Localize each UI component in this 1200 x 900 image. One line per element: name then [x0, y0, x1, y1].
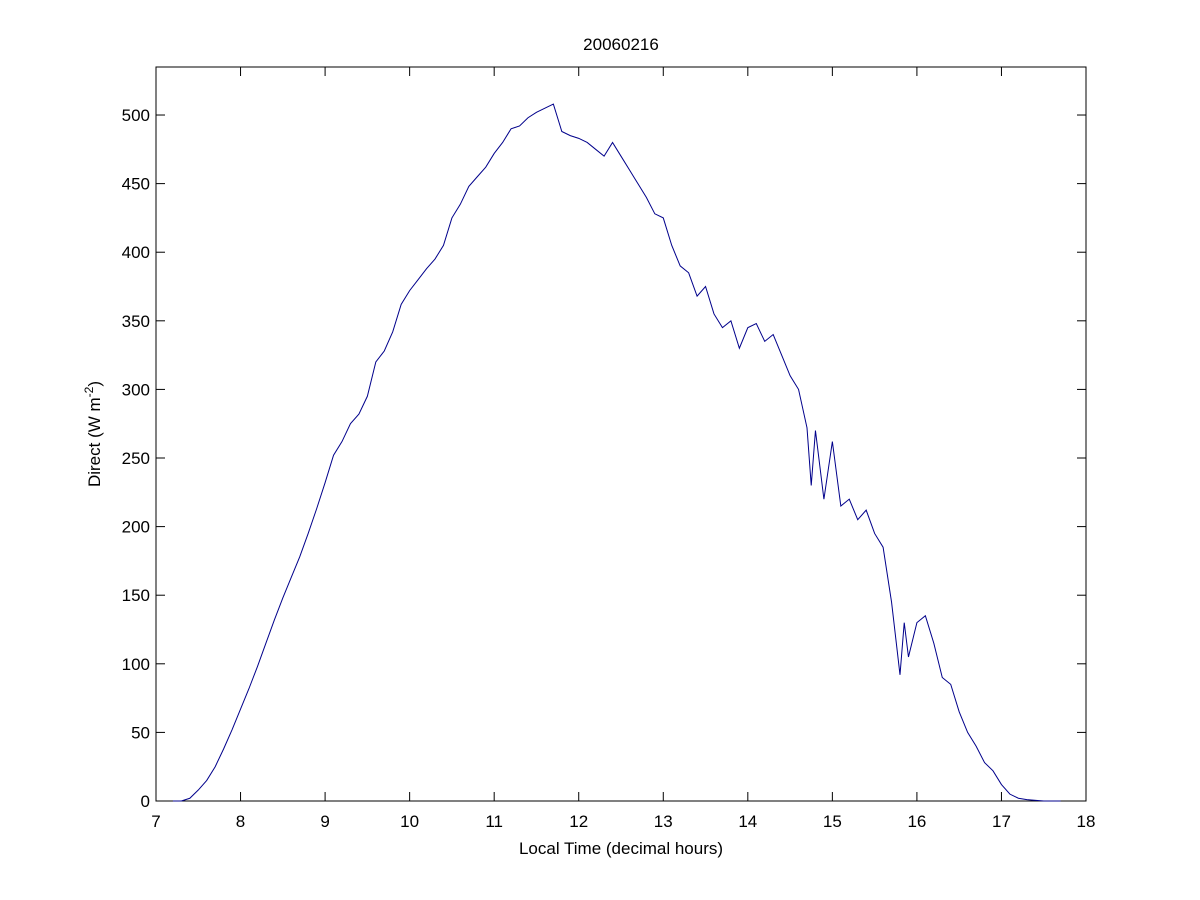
y-tick-label: 400 — [122, 243, 150, 262]
y-tick-label: 300 — [122, 380, 150, 399]
x-tick-label: 13 — [654, 812, 673, 831]
x-tick-label: 16 — [907, 812, 926, 831]
x-tick-label: 9 — [320, 812, 329, 831]
x-tick-label: 15 — [823, 812, 842, 831]
x-tick-label: 8 — [236, 812, 245, 831]
x-tick-label: 7 — [151, 812, 160, 831]
y-tick-label: 50 — [131, 723, 150, 742]
y-axis-label: Direct (W m-2) — [82, 381, 104, 487]
plot-area — [155, 66, 1087, 802]
y-tick-label: 150 — [122, 586, 150, 605]
x-axis-label: Local Time (decimal hours) — [519, 839, 723, 858]
chart-title: 20060216 — [583, 35, 659, 54]
x-tick-label: 18 — [1077, 812, 1096, 831]
y-tick-label: 350 — [122, 312, 150, 331]
y-tick-label: 0 — [141, 792, 150, 811]
y-tick-label: 450 — [122, 175, 150, 194]
y-label-sup: -2 — [82, 386, 96, 397]
x-tick-label: 11 — [485, 812, 503, 831]
y-tick-label: 100 — [122, 655, 150, 674]
x-tick-label: 17 — [992, 812, 1011, 831]
y-label-suffix: ) — [85, 381, 104, 387]
x-tick-label: 14 — [738, 812, 757, 831]
data-line — [172, 103, 1061, 802]
x-tick-label: 10 — [400, 812, 419, 831]
y-tick-label: 250 — [122, 449, 150, 468]
y-tick-label: 500 — [122, 106, 150, 125]
y-tick-label: 200 — [122, 518, 150, 537]
x-tick-label: 12 — [569, 812, 588, 831]
y-label-text: Direct (W m — [85, 397, 104, 487]
